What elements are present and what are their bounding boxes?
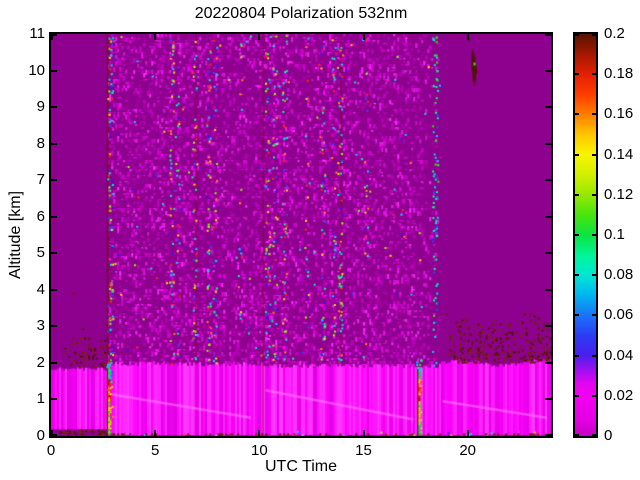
x-tick-label: 5 — [150, 442, 160, 459]
colorbar-tick-label: 0.18 — [604, 65, 634, 83]
y-tick-mark — [51, 398, 57, 401]
y-tick-mark — [51, 142, 57, 145]
colorbar-tick-label: 0.14 — [604, 145, 634, 163]
y-tick-mark — [545, 69, 551, 72]
colorbar-tick-label: 0.08 — [604, 266, 634, 284]
y-tick-mark — [545, 434, 551, 436]
y-tick-mark — [545, 252, 551, 255]
x-tick-mark — [154, 34, 157, 40]
x-tick-mark — [258, 430, 261, 436]
colorbar-tick-mark — [592, 234, 596, 236]
y-tick-label: 7 — [36, 171, 45, 189]
y-tick-mark — [51, 361, 57, 364]
colorbar-tick-label: 0.02 — [604, 386, 634, 404]
y-tick-label: 9 — [36, 98, 45, 116]
x-tick-mark — [154, 430, 157, 436]
y-tick-label: 3 — [36, 317, 45, 335]
y-tick-mark — [51, 325, 57, 328]
y-tick-mark — [545, 142, 551, 145]
colorbar-tick-label: 0.04 — [604, 346, 634, 364]
plot-area — [49, 32, 553, 438]
y-tick-mark — [51, 288, 57, 291]
x-tick-mark — [466, 430, 469, 436]
colorbar-tick-mark — [575, 153, 579, 156]
colorbar-tick-mark — [575, 73, 579, 76]
colorbar-tick-label: 0.2 — [604, 25, 625, 42]
x-tick-mark — [466, 34, 469, 40]
colorbar-tick-mark — [592, 274, 596, 277]
x-tick-mark — [51, 34, 53, 40]
colorbar-tick-mark — [575, 274, 579, 277]
y-tick-label: 0 — [36, 427, 45, 444]
colorbar-tick-mark — [592, 153, 596, 156]
y-tick-label: 5 — [36, 244, 45, 262]
y-tick-label: 11 — [29, 25, 45, 42]
colorbar-tick-mark — [592, 113, 596, 116]
colorbar-tick-mark — [575, 314, 579, 317]
y-tick-mark — [545, 215, 551, 218]
x-tick-label: 10 — [250, 442, 268, 459]
y-tick-mark — [51, 179, 57, 182]
colorbar-tick-mark — [575, 354, 579, 357]
colorbar-tick-mark — [575, 113, 579, 116]
y-tick-label: 4 — [36, 280, 45, 298]
colorbar-tick-mark — [575, 234, 579, 236]
y-tick-mark — [51, 215, 57, 218]
chart-title: 20220804 Polarization 532nm — [194, 5, 408, 22]
y-tick-mark — [51, 106, 57, 109]
y-tick-mark — [545, 34, 551, 36]
colorbar — [573, 32, 598, 438]
x-tick-mark — [51, 430, 53, 436]
y-tick-label: 1 — [36, 390, 45, 408]
y-tick-label: 10 — [28, 61, 45, 79]
x-axis-label: UTC Time — [265, 458, 337, 475]
colorbar-tick-mark — [592, 394, 596, 397]
heatmap-canvas — [51, 34, 551, 436]
y-tick-mark — [51, 69, 57, 72]
y-tick-mark — [545, 361, 551, 364]
y-tick-mark — [51, 34, 57, 36]
x-tick-mark — [362, 34, 365, 40]
y-tick-label: 6 — [36, 207, 45, 225]
y-tick-label: 2 — [36, 353, 45, 371]
y-tick-mark — [545, 325, 551, 328]
y-tick-mark — [545, 106, 551, 109]
y-tick-mark — [51, 252, 57, 255]
colorbar-tick-label: 0.06 — [604, 306, 634, 324]
colorbar-tick-mark — [592, 34, 596, 36]
y-tick-mark — [545, 179, 551, 182]
y-tick-mark — [545, 398, 551, 401]
colorbar-tick-label: 0.1 — [604, 226, 625, 243]
colorbar-tick-mark — [592, 314, 596, 317]
colorbar-tick-mark — [592, 73, 596, 76]
x-tick-label: 0 — [46, 442, 56, 459]
colorbar-tick-mark — [575, 434, 579, 436]
colorbar-tick-mark — [575, 193, 579, 196]
colorbar-tick-mark — [592, 193, 596, 196]
y-tick-mark — [51, 434, 57, 436]
colorbar-tick-label: 0.16 — [604, 105, 634, 123]
colorbar-tick-mark — [592, 354, 596, 357]
colorbar-tick-mark — [575, 34, 579, 36]
x-tick-mark — [362, 430, 365, 436]
x-tick-label: 15 — [355, 442, 372, 459]
colorbar-tick-label: 0 — [604, 427, 613, 444]
x-tick-label: 20 — [459, 442, 476, 459]
colorbar-tick-mark — [575, 394, 579, 397]
y-tick-label: 8 — [36, 134, 45, 152]
y-tick-mark — [545, 288, 551, 291]
colorbar-tick-mark — [592, 434, 596, 436]
x-tick-mark — [258, 34, 261, 40]
colorbar-tick-label: 0.12 — [604, 185, 634, 203]
